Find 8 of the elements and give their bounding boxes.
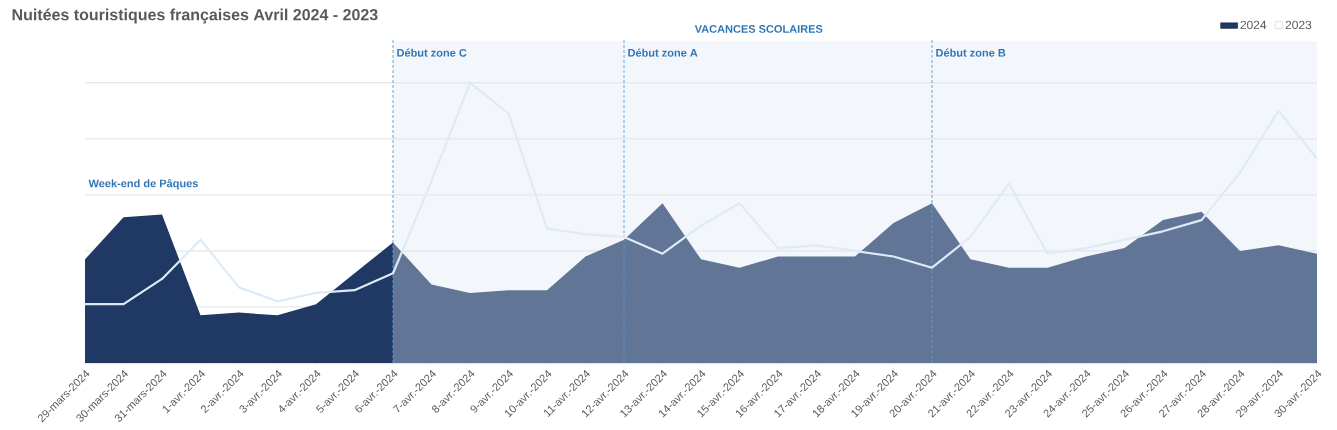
ref-line-label: Début zone A — [628, 48, 698, 57]
ref-line-label: Début zone C — [397, 48, 467, 57]
legend-label: 2023 — [1285, 20, 1312, 30]
annotation: Week-end de Pâques — [88, 179, 198, 190]
chart-title: Nuitées touristiques françaises Avril 2024 - 2023 — [12, 8, 378, 24]
ref-line-label: Début zone B — [936, 48, 1006, 57]
legend-label: 2024 — [1240, 20, 1267, 30]
band-label: VACANCES SCOLAIRES — [694, 25, 823, 33]
